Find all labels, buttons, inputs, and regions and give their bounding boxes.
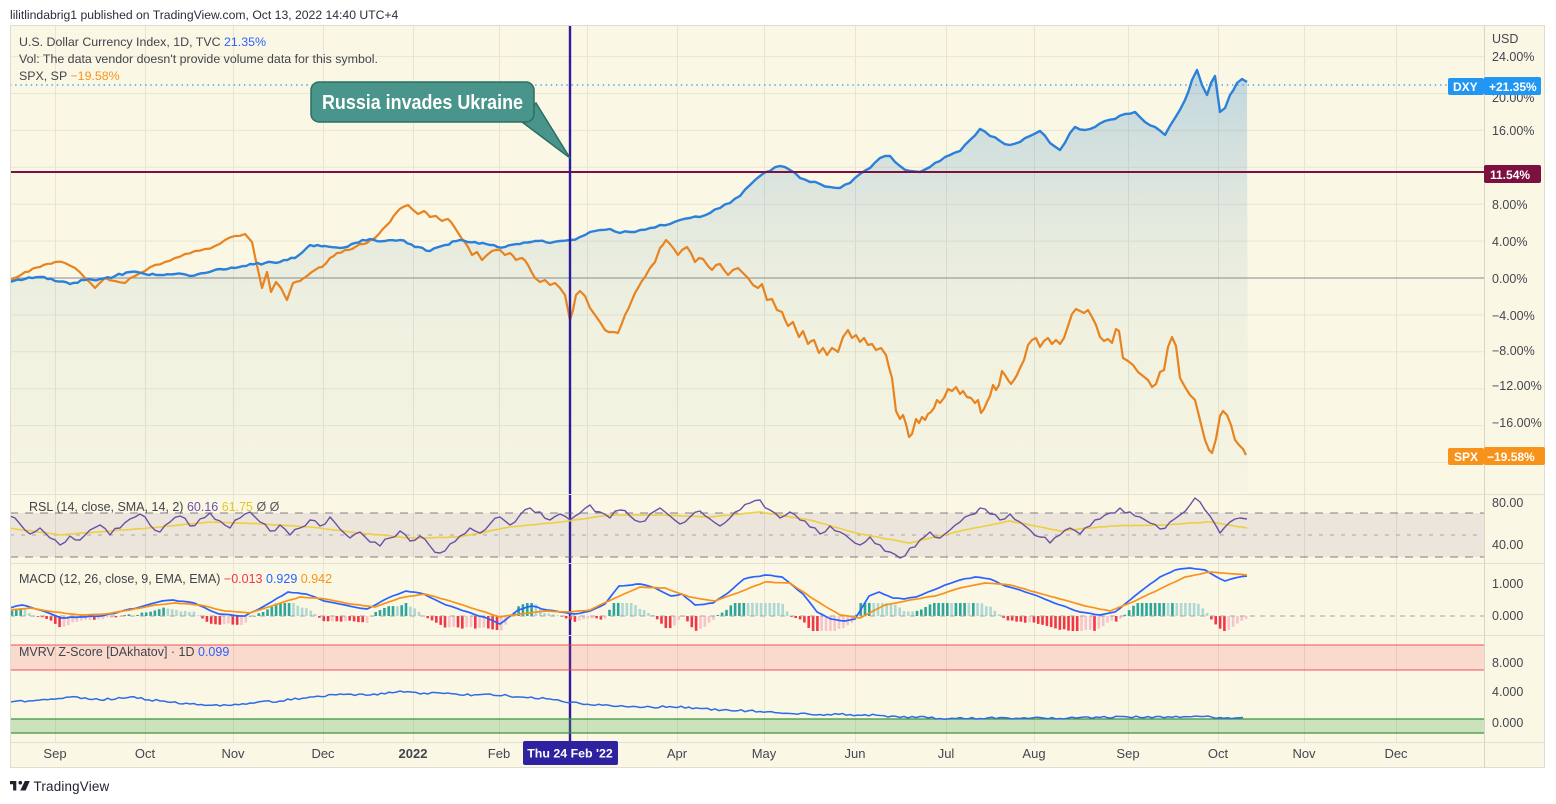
svg-text:Vol: The data vendor doesn't p: Vol: The data vendor doesn't provide vol… (19, 52, 378, 66)
svg-text:DXY: DXY (1453, 80, 1478, 94)
svg-text:lilitlindabrig1 published on T: lilitlindabrig1 published on TradingView… (10, 8, 399, 22)
svg-text:0.000: 0.000 (1492, 609, 1523, 623)
svg-text:+21.35%: +21.35% (1489, 80, 1537, 94)
svg-text:Russia invades Ukraine: Russia invades Ukraine (322, 92, 523, 114)
svg-text:0.000: 0.000 (1492, 716, 1523, 730)
svg-text:Dec: Dec (1384, 746, 1408, 761)
svg-text:−16.00%: −16.00% (1492, 416, 1542, 430)
svg-text:Sep: Sep (43, 746, 66, 761)
svg-text:Feb: Feb (488, 746, 510, 761)
svg-text:−19.58%: −19.58% (1487, 450, 1535, 464)
svg-text:−8.00%: −8.00% (1492, 344, 1535, 358)
svg-text:2022: 2022 (399, 746, 428, 761)
svg-text:11.54%: 11.54% (1490, 168, 1530, 182)
svg-text:U.S. Dollar Currency Index, 1D: U.S. Dollar Currency Index, 1D, TVC 21.3… (19, 35, 266, 49)
svg-text:MACD (12, 26, close, 9, EMA, E: MACD (12, 26, close, 9, EMA, EMA) −0.013… (19, 572, 332, 586)
svg-text:Oct: Oct (1208, 746, 1229, 761)
svg-text:1.000: 1.000 (1492, 577, 1523, 591)
svg-text:Sep: Sep (1116, 746, 1139, 761)
svg-text:USD: USD (1492, 32, 1518, 46)
svg-text:8.00%: 8.00% (1492, 198, 1527, 212)
svg-text:Jul: Jul (938, 746, 955, 761)
svg-text:Oct: Oct (135, 746, 156, 761)
svg-text:SPX: SPX (1454, 450, 1478, 464)
svg-text:40.00: 40.00 (1492, 538, 1523, 552)
svg-text:Jun: Jun (845, 746, 866, 761)
svg-text:RSL (14, close, SMA, 14, 2) 6: RSL (14, close, SMA, 14, 2) 60.16 61.75 … (29, 500, 280, 514)
svg-text:Dec: Dec (311, 746, 335, 761)
svg-text:0.00%: 0.00% (1492, 272, 1527, 286)
svg-text:TradingView: TradingView (34, 779, 110, 794)
svg-text:80.00: 80.00 (1492, 496, 1523, 510)
svg-text:Apr: Apr (667, 746, 688, 761)
svg-text:4.00%: 4.00% (1492, 235, 1527, 249)
svg-text:May: May (752, 746, 777, 761)
svg-text:16.00%: 16.00% (1492, 124, 1534, 138)
svg-text:Thu 24 Feb '22: Thu 24 Feb '22 (527, 747, 613, 761)
svg-text:4.000: 4.000 (1492, 685, 1523, 699)
svg-text:−4.00%: −4.00% (1492, 309, 1535, 323)
svg-text:SPX, SP −19.58%: SPX, SP −19.58% (19, 69, 120, 83)
svg-text:8.000: 8.000 (1492, 656, 1523, 670)
svg-text:MVRV Z-Score [DAkhatov] · 1D: MVRV Z-Score [DAkhatov] · 1D 0.099 (19, 645, 229, 659)
svg-text:Nov: Nov (1292, 746, 1316, 761)
svg-text:24.00%: 24.00% (1492, 50, 1534, 64)
svg-text:−12.00%: −12.00% (1492, 379, 1542, 393)
svg-text:Nov: Nov (221, 746, 245, 761)
svg-text:Aug: Aug (1022, 746, 1045, 761)
